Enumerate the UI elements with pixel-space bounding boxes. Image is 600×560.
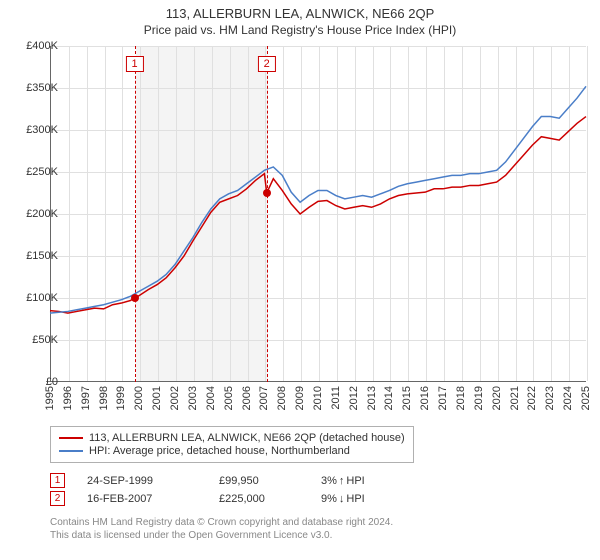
legend-item: 113, ALLERBURN LEA, ALNWICK, NE66 2QP (d… [59, 432, 405, 444]
sale-index-badge: 1 [50, 473, 65, 488]
sale-date: 24-SEP-1999 [87, 475, 197, 487]
legend-box: 113, ALLERBURN LEA, ALNWICK, NE66 2QP (d… [50, 426, 414, 463]
x-tick-label: 2022 [526, 386, 538, 410]
x-tick-label: 1999 [115, 386, 127, 410]
x-tick-label: 2008 [276, 386, 288, 410]
x-tick-label: 2016 [419, 386, 431, 410]
sale-marker-dot [131, 294, 139, 302]
x-tick-label: 2025 [580, 386, 592, 410]
arrow-up-icon: ↑ [339, 475, 345, 487]
sale-marker-label: 2 [258, 56, 276, 72]
arrow-down-icon: ↓ [339, 493, 345, 505]
y-tick-label: £250K [14, 166, 58, 178]
x-tick-label: 2019 [473, 386, 485, 410]
x-tick-label: 2001 [151, 386, 163, 410]
x-tick-label: 2012 [348, 386, 360, 410]
x-tick-label: 2018 [455, 386, 467, 410]
sale-diff: 3% ↑ HPI [321, 475, 365, 487]
legend-label: 113, ALLERBURN LEA, ALNWICK, NE66 2QP (d… [89, 432, 405, 444]
y-tick-label: £400K [14, 40, 58, 52]
sale-marker-label: 1 [125, 56, 143, 72]
x-tick-label: 1998 [98, 386, 110, 410]
x-tick-label: 2006 [241, 386, 253, 410]
chart-titles: 113, ALLERBURN LEA, ALNWICK, NE66 2QP Pr… [0, 0, 600, 37]
license-text: Contains HM Land Registry data © Crown c… [50, 516, 393, 542]
sale-price: £99,950 [219, 475, 299, 487]
x-tick-label: 2010 [312, 386, 324, 410]
x-tick-label: 2015 [401, 386, 413, 410]
sale-marker-dot [263, 189, 271, 197]
x-tick-label: 2000 [133, 386, 145, 410]
x-tick-label: 2020 [491, 386, 503, 410]
y-tick-label: £350K [14, 82, 58, 94]
x-tick-label: 1997 [80, 386, 92, 410]
y-tick-label: £50K [14, 334, 58, 346]
x-tick-label: 2024 [562, 386, 574, 410]
legend-item: HPI: Average price, detached house, Nort… [59, 445, 405, 457]
x-tick-label: 2014 [383, 386, 395, 410]
x-tick-label: 2009 [294, 386, 306, 410]
x-tick-label: 2013 [366, 386, 378, 410]
chart-subtitle: Price paid vs. HM Land Registry's House … [0, 23, 600, 37]
x-tick-label: 2004 [205, 386, 217, 410]
y-tick-label: £200K [14, 208, 58, 220]
x-tick-label: 1995 [44, 386, 56, 410]
sale-vertical-line [135, 46, 136, 382]
series-line-property [50, 117, 586, 314]
x-tick-label: 1996 [62, 386, 74, 410]
sale-diff: 9% ↓ HPI [321, 493, 365, 505]
sale-index-badge: 2 [50, 491, 65, 506]
sales-table: 1 24-SEP-1999 £99,950 3% ↑ HPI 2 16-FEB-… [50, 470, 365, 509]
legend-swatch [59, 450, 83, 452]
chart-plot-area: 12 [50, 46, 586, 382]
x-tick-label: 2007 [258, 386, 270, 410]
sale-row: 1 24-SEP-1999 £99,950 3% ↑ HPI [50, 473, 365, 488]
x-tick-label: 2023 [544, 386, 556, 410]
x-tick-label: 2005 [223, 386, 235, 410]
legend-label: HPI: Average price, detached house, Nort… [89, 445, 350, 457]
sale-vertical-line [267, 46, 268, 382]
chart-lines-svg [50, 46, 586, 382]
x-tick-label: 2011 [330, 386, 342, 410]
sale-price: £225,000 [219, 493, 299, 505]
legend-swatch [59, 437, 83, 439]
x-tick-label: 2003 [187, 386, 199, 410]
y-tick-label: £150K [14, 250, 58, 262]
series-line-hpi [50, 86, 586, 313]
sale-date: 16-FEB-2007 [87, 493, 197, 505]
sale-row: 2 16-FEB-2007 £225,000 9% ↓ HPI [50, 491, 365, 506]
x-tick-label: 2017 [437, 386, 449, 410]
y-tick-label: £100K [14, 292, 58, 304]
x-tick-label: 2002 [169, 386, 181, 410]
chart-title-address: 113, ALLERBURN LEA, ALNWICK, NE66 2QP [0, 6, 600, 21]
y-tick-label: £300K [14, 124, 58, 136]
x-tick-label: 2021 [509, 386, 521, 410]
